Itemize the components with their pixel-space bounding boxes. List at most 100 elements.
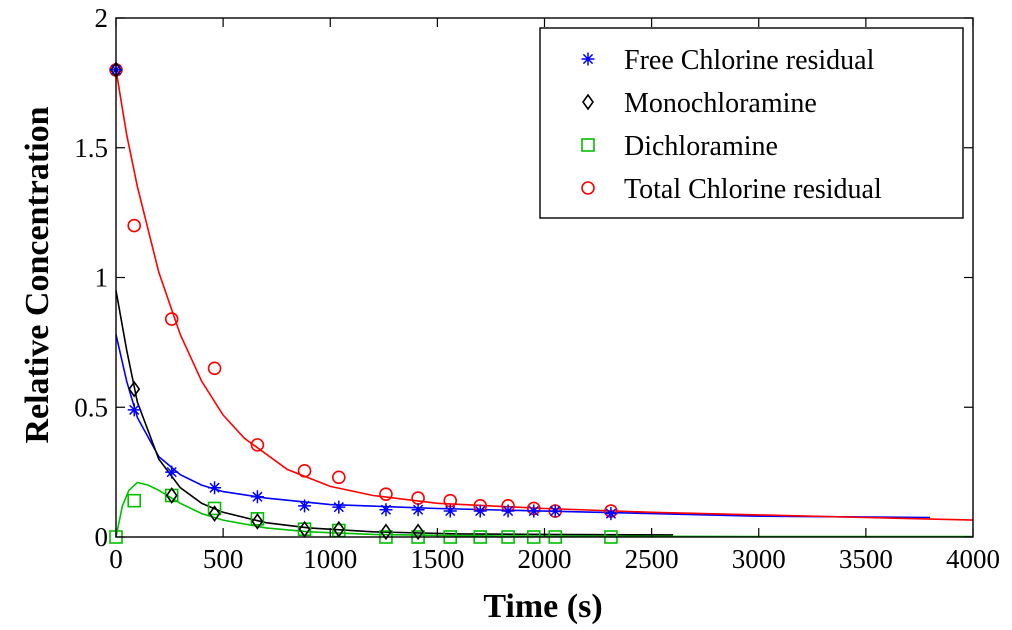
star-marker [501, 504, 515, 518]
y-tick-label: 1 [95, 263, 109, 293]
y-tick-label: 0.5 [74, 392, 108, 422]
fit-curve-2 [115, 290, 674, 536]
data-point [250, 490, 264, 504]
data-point [332, 520, 345, 538]
data-point [548, 504, 562, 518]
data-point [298, 499, 312, 513]
star-marker [250, 490, 264, 504]
y-axis-label: Relative Concentration [19, 106, 56, 443]
diamond-marker [379, 523, 392, 541]
x-tick-label: 1000 [303, 544, 357, 574]
star-marker [298, 499, 312, 513]
y-tick-label: 0 [95, 522, 109, 552]
data-point [165, 465, 179, 479]
y-tick-label: 2 [95, 3, 109, 33]
circle-marker [164, 312, 179, 326]
x-tick-label: 3000 [732, 544, 786, 574]
data-point [604, 507, 618, 521]
square-marker [207, 501, 222, 516]
diamond-marker [208, 505, 221, 523]
star-marker [332, 500, 346, 514]
data-point [251, 513, 264, 530]
diamond-marker [251, 513, 264, 530]
data-point [332, 470, 346, 485]
legend-marker [582, 93, 594, 111]
legend: Free Chlorine residual Monochloramine Dich… [539, 27, 964, 219]
x-tick-label: 1500 [410, 544, 464, 574]
legend-marker [581, 181, 595, 195]
x-axis-label: Time (s) [483, 588, 602, 625]
x-tick-label: 3500 [839, 544, 893, 574]
legend-marker [581, 138, 595, 152]
circle-marker [250, 438, 265, 452]
legend-marker [581, 52, 595, 66]
star-marker [473, 504, 487, 518]
star-marker [127, 403, 141, 417]
star-marker [604, 507, 618, 521]
data-point [208, 505, 221, 523]
circle-marker [379, 487, 393, 501]
data-point [332, 500, 346, 514]
diamond-marker [128, 380, 141, 398]
data-point [164, 312, 179, 326]
data-point [379, 503, 393, 517]
diamond-marker [582, 93, 594, 111]
square-marker [250, 512, 265, 526]
star-marker [527, 504, 541, 518]
square-marker [581, 138, 595, 152]
star-marker [581, 52, 595, 66]
star-marker [411, 503, 425, 517]
data-point [473, 504, 487, 518]
star-marker [443, 504, 457, 518]
data-point [127, 403, 141, 417]
legend-label: Total Chlorine residual [624, 174, 882, 205]
data-point [501, 504, 515, 518]
star-marker [208, 481, 222, 495]
legend-entry-1: Free Chlorine residual [581, 45, 875, 76]
data-point [207, 361, 222, 376]
circle-marker [581, 181, 595, 195]
x-tick-label: 2500 [625, 544, 679, 574]
data-point [250, 512, 265, 526]
data-point [127, 493, 142, 508]
fit-curve-4 [115, 69, 974, 521]
diamond-marker [165, 487, 178, 504]
data-point [207, 501, 222, 516]
circle-marker [127, 218, 142, 233]
star-marker [165, 465, 179, 479]
circle-marker [297, 464, 312, 478]
legend-entry-4: Total Chlorine residual [581, 174, 882, 205]
data-point [379, 487, 393, 501]
data-point [128, 380, 141, 398]
legend-label: Free Chlorine residual [624, 45, 875, 76]
data-point [208, 481, 222, 495]
star-marker [379, 503, 393, 517]
data-point [297, 464, 312, 478]
x-tick-label: 4000 [946, 544, 1000, 574]
legend-entry-3: Dichloramine [581, 131, 778, 162]
data-point [250, 438, 265, 452]
diamond-marker [298, 520, 311, 538]
data-point [127, 218, 142, 233]
data-point [411, 503, 425, 517]
diamond-marker [412, 523, 425, 541]
square-marker [127, 493, 142, 508]
legend-entry-2: Monochloramine [582, 88, 817, 119]
circle-marker [207, 361, 222, 376]
legend-label: Dichloramine [624, 131, 778, 162]
data-point [379, 523, 392, 541]
legend-label: Monochloramine [624, 88, 817, 119]
data-point [412, 523, 425, 541]
data-point [298, 520, 311, 538]
data-point [527, 504, 541, 518]
circle-marker [332, 470, 346, 485]
diamond-marker [332, 520, 345, 538]
fit-curve-1 [115, 334, 931, 519]
x-tick-label: 500 [203, 544, 244, 574]
x-tick-label: 0 [109, 544, 123, 574]
data-point [443, 504, 457, 518]
axes: 0 500 1000 1500 2000 2500 3000 3500 4000 0 0.5 1 1.5… [74, 3, 1000, 574]
data-point [165, 487, 178, 504]
